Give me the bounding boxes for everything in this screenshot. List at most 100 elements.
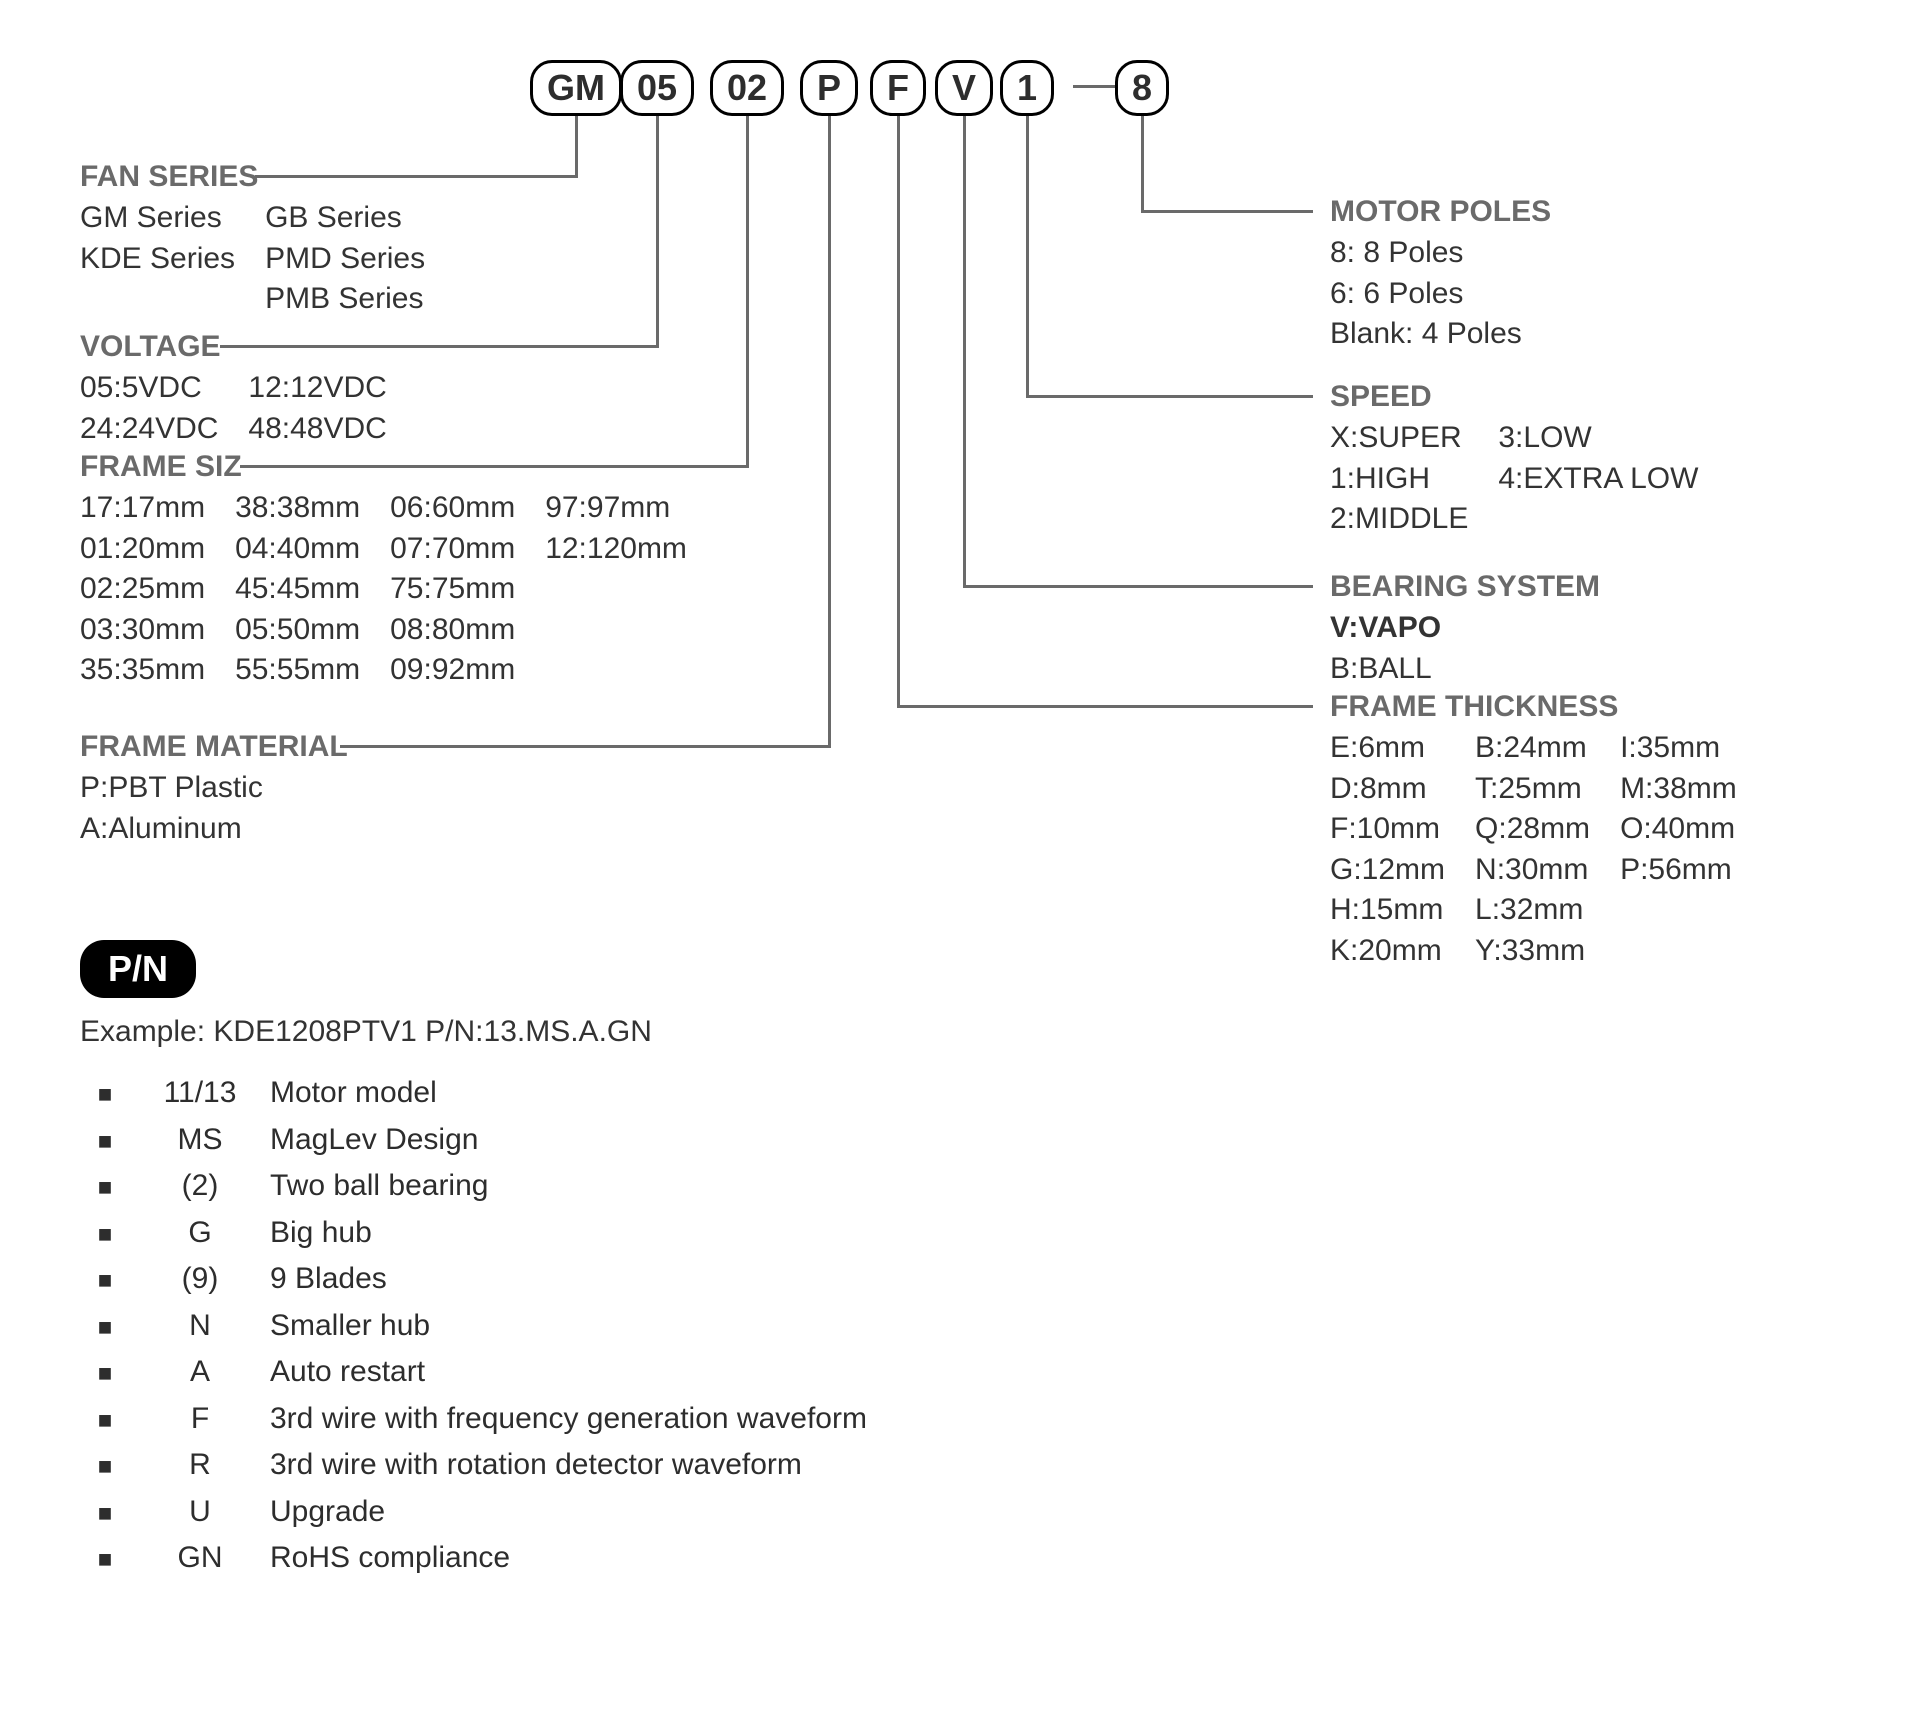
pn-desc: MagLev Design [270,1117,478,1164]
list-item: F:10mm [1330,809,1445,850]
list-item: 55:55mm [235,650,360,691]
frame-size-title: FRAME SIZ [80,450,687,484]
section-frame-thickness: FRAME THICKNESS E:6mmD:8mmF:10mmG:12mmH:… [1330,690,1737,971]
pn-code: A [130,1349,270,1396]
pill-framesize-text: 02 [727,67,767,108]
list-item: 07:70mm [390,529,515,570]
bullet-icon: ■ [80,1541,130,1578]
speed-grid: X:SUPER1:HIGH2:MIDDLE3:LOW4:EXTRA LOW [1330,418,1698,540]
list-item: Y:33mm [1475,931,1590,972]
frame-material-list: P:PBT PlasticA:Aluminum [80,768,348,849]
bullet-icon: ■ [80,1262,130,1299]
pill-bearing: V [935,60,993,116]
frame-material-title: FRAME MATERIAL [80,730,348,764]
pill-material-text: P [817,67,841,108]
frame-thickness-grid: E:6mmD:8mmF:10mmG:12mmH:15mmK:20mmB:24mm… [1330,728,1737,971]
list-item: N:30mm [1475,850,1590,891]
pn-code: F [130,1396,270,1443]
list-item: H:15mm [1330,890,1445,931]
pn-code: G [130,1210,270,1257]
section-frame-size: FRAME SIZ 17:17mm01:20mm02:25mm03:30mm35… [80,450,687,691]
pn-row: ■GNRoHS compliance [80,1535,867,1582]
list-item: P:56mm [1620,850,1737,891]
pn-table: ■11/13Motor model■MSMagLev Design■(2)Two… [80,1070,867,1582]
pill-bearing-text: V [952,67,976,108]
pn-desc: Motor model [270,1070,437,1117]
list-item: 09:92mm [390,650,515,691]
pn-desc: Big hub [270,1210,372,1257]
list-item: 48:48VDC [248,409,386,450]
bullet-icon: ■ [80,1123,130,1160]
list-item: 05:50mm [235,610,360,651]
pn-desc: 9 Blades [270,1256,387,1303]
pn-desc: 3rd wire with frequency generation wavef… [270,1396,867,1443]
pn-row: ■11/13Motor model [80,1070,867,1117]
pn-desc: Two ball bearing [270,1163,488,1210]
list-item: 75:75mm [390,569,515,610]
speed-title: SPEED [1330,380,1698,414]
list-item: 2:MIDDLE [1330,499,1468,540]
list-item: A:Aluminum [80,809,348,850]
section-frame-material: FRAME MATERIAL P:PBT PlasticA:Aluminum [80,730,348,849]
list-item: 04:40mm [235,529,360,570]
bullet-icon: ■ [80,1076,130,1113]
list-item: T:25mm [1475,769,1590,810]
list-item: 97:97mm [545,488,687,529]
pn-row: ■(2)Two ball bearing [80,1163,867,1210]
pn-row: ■NSmaller hub [80,1303,867,1350]
list-item: 01:20mm [80,529,205,570]
section-motor-poles: MOTOR POLES 8: 8 Poles6: 6 PolesBlank: 4… [1330,195,1551,355]
list-item: PMB Series [265,279,425,320]
section-fan-series: FAN SERIES GM SeriesKDE SeriesGB SeriesP… [80,160,425,320]
bearing-list: V:VAPOB:BALL [1330,608,1600,689]
frame-size-grid: 17:17mm01:20mm02:25mm03:30mm35:35mm38:38… [80,488,687,691]
list-item: 08:80mm [390,610,515,651]
pn-row: ■F3rd wire with frequency generation wav… [80,1396,867,1443]
list-item: K:20mm [1330,931,1445,972]
list-item: 12:12VDC [248,368,386,409]
list-item: 3:LOW [1498,418,1698,459]
pill-thickness: F [870,60,926,116]
pn-desc: Upgrade [270,1489,385,1536]
pn-code: (9) [130,1256,270,1303]
list-item: V:VAPO [1330,608,1600,649]
list-item: 05:5VDC [80,368,218,409]
list-item: Q:28mm [1475,809,1590,850]
list-item: 6: 6 Poles [1330,274,1551,315]
list-item: D:8mm [1330,769,1445,810]
motor-poles-list: 8: 8 Poles6: 6 PolesBlank: 4 Poles [1330,233,1551,355]
bullet-icon: ■ [80,1216,130,1253]
bullet-icon: ■ [80,1169,130,1206]
pn-row: ■GBig hub [80,1210,867,1257]
list-item: 24:24VDC [80,409,218,450]
pn-code: N [130,1303,270,1350]
pn-code: GN [130,1535,270,1582]
list-item: B:24mm [1475,728,1590,769]
section-bearing: BEARING SYSTEM V:VAPOB:BALL [1330,570,1600,689]
bearing-title: BEARING SYSTEM [1330,570,1600,604]
list-item: 35:35mm [80,650,205,691]
bullet-icon: ■ [80,1309,130,1346]
list-item: O:40mm [1620,809,1737,850]
list-item: 12:120mm [545,529,687,570]
list-item: GM Series [80,198,235,239]
pill-series-text: GM [547,67,605,108]
list-item: Blank: 4 Poles [1330,314,1551,355]
pn-code: 11/13 [130,1070,270,1117]
pn-code: U [130,1489,270,1536]
part-number-diagram: GM 05 02 P F V 1 8 FAN SERIES GM SeriesK… [40,40,1888,1675]
list-item: 06:60mm [390,488,515,529]
list-item: I:35mm [1620,728,1737,769]
pn-code: (2) [130,1163,270,1210]
list-item: 17:17mm [80,488,205,529]
frame-thickness-title: FRAME THICKNESS [1330,690,1737,724]
pill-voltage-text: 05 [637,67,677,108]
list-item: P:PBT Plastic [80,768,348,809]
bullet-icon: ■ [80,1495,130,1532]
list-item: 03:30mm [80,610,205,651]
pn-desc: Auto restart [270,1349,425,1396]
list-item: B:BALL [1330,649,1600,690]
pn-example: Example: KDE1208PTV1 P/N:13.MS.A.GN [80,1015,652,1049]
pill-poles-text: 8 [1132,67,1152,108]
list-item: L:32mm [1475,890,1590,931]
